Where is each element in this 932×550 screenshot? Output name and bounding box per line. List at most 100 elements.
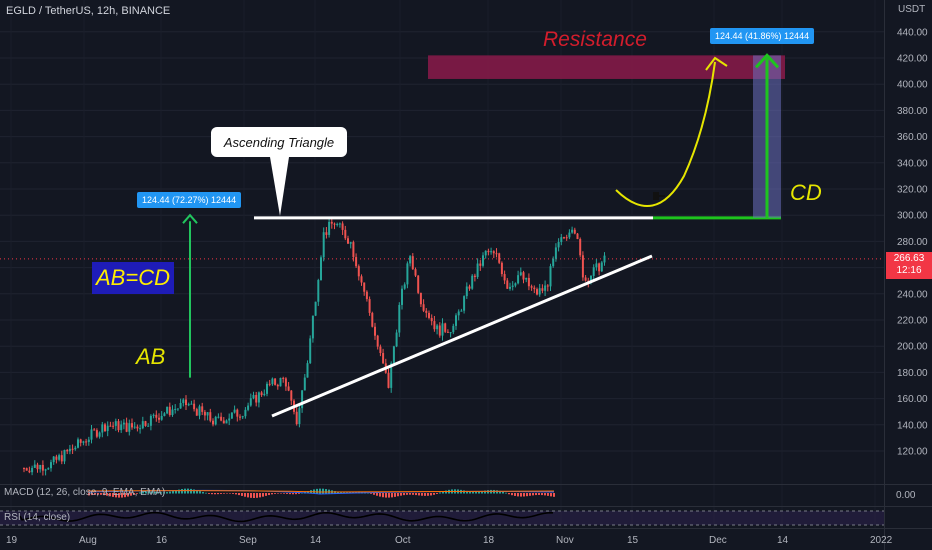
rsi-band xyxy=(0,511,884,525)
x-tick-label: Nov xyxy=(556,535,574,546)
y-tick-label: 180.00 xyxy=(897,368,928,379)
candle xyxy=(290,390,293,401)
macd-bar xyxy=(172,491,174,494)
candle xyxy=(268,383,271,385)
candle xyxy=(147,425,150,427)
candle xyxy=(338,223,341,225)
candle xyxy=(500,262,503,275)
candle xyxy=(463,296,466,311)
candle xyxy=(101,424,104,433)
macd-bar xyxy=(151,491,153,494)
y-tick-label: 360.00 xyxy=(897,132,928,143)
macd-bar xyxy=(88,493,90,496)
candle xyxy=(371,312,374,327)
candle xyxy=(193,403,196,410)
macd-bar xyxy=(412,493,414,495)
macd-bar xyxy=(256,493,258,498)
candle xyxy=(401,288,403,305)
candle xyxy=(347,238,349,244)
candle xyxy=(425,310,428,313)
candle xyxy=(71,448,74,450)
macd-bar xyxy=(553,493,555,497)
candle xyxy=(363,282,366,292)
candle xyxy=(428,312,430,318)
macd-bar xyxy=(391,493,393,498)
y-tick-label: 340.00 xyxy=(897,158,928,169)
ab-arrow-head xyxy=(182,213,198,224)
candle xyxy=(274,378,277,385)
candle xyxy=(225,420,228,424)
ab-label[interactable]: AB xyxy=(136,344,166,369)
chart-title: EGLD / TetherUS, 12h, BINANCE xyxy=(6,5,171,17)
macd-bar xyxy=(403,493,405,496)
candle xyxy=(379,346,382,354)
candle xyxy=(592,267,595,276)
y-tick-label: 300.00 xyxy=(897,211,928,222)
candle xyxy=(546,285,549,287)
candle xyxy=(414,269,417,276)
candle xyxy=(298,408,301,425)
macd-bar xyxy=(133,493,135,495)
cd-label[interactable]: CD xyxy=(790,180,822,205)
candle xyxy=(563,237,565,239)
candle xyxy=(368,299,371,313)
candle xyxy=(271,378,274,385)
macd-bar xyxy=(499,490,501,494)
macd-bar xyxy=(121,493,123,498)
macd-bar xyxy=(427,493,429,496)
candle xyxy=(541,288,544,291)
candle xyxy=(533,287,536,290)
candle xyxy=(152,414,155,416)
candle xyxy=(230,412,233,419)
candle xyxy=(252,394,255,399)
candle xyxy=(279,377,282,387)
candle xyxy=(160,415,163,420)
x-tick-label: 14 xyxy=(777,535,789,546)
macd-bar xyxy=(505,492,507,494)
macd-bar xyxy=(400,493,402,496)
candle xyxy=(479,263,482,266)
candle xyxy=(190,403,193,405)
macd-label[interactable]: MACD (12, 26, close, 9, EMA, EMA) xyxy=(4,487,166,498)
macd-bar xyxy=(511,493,513,496)
macd-bar xyxy=(418,493,420,496)
macd-bar xyxy=(202,492,204,494)
resistance-label[interactable]: Resistance xyxy=(543,28,647,51)
candle xyxy=(236,409,239,417)
macd-bar xyxy=(523,493,525,497)
candle xyxy=(133,426,136,428)
candle xyxy=(519,272,522,276)
candle xyxy=(66,449,69,452)
candle xyxy=(158,417,160,420)
candle xyxy=(25,468,28,471)
ascending-triangle-callout[interactable]: Ascending Triangle xyxy=(211,127,347,157)
candle xyxy=(104,424,106,432)
macd-bar xyxy=(115,493,117,498)
candle xyxy=(376,335,379,347)
macd-bar xyxy=(373,493,375,495)
candle xyxy=(471,275,474,289)
candle xyxy=(244,409,247,417)
macd-bar xyxy=(238,493,240,496)
candle xyxy=(23,468,25,470)
candle xyxy=(498,253,501,263)
candle xyxy=(257,392,260,403)
macd-bar xyxy=(538,493,540,495)
measure-label-cd[interactable]: 124.44 (41.86%) 12444 xyxy=(710,28,815,44)
macd-bar xyxy=(190,488,192,494)
candle xyxy=(422,304,425,311)
candle xyxy=(301,390,304,409)
candle xyxy=(492,251,495,254)
rsi-label[interactable]: RSI (14, close) xyxy=(4,512,71,523)
candle xyxy=(538,288,541,295)
candle xyxy=(581,255,584,278)
candle xyxy=(352,242,355,258)
last-price-value: 266.63 xyxy=(893,253,925,264)
measure-label-ab[interactable]: 124.44 (72.27%) 12444 xyxy=(137,192,242,208)
candle xyxy=(330,221,333,224)
candle xyxy=(573,229,576,234)
abcd-label[interactable]: AB=CD xyxy=(92,262,174,294)
projection-arrow-head xyxy=(705,56,728,71)
candle xyxy=(536,289,538,295)
